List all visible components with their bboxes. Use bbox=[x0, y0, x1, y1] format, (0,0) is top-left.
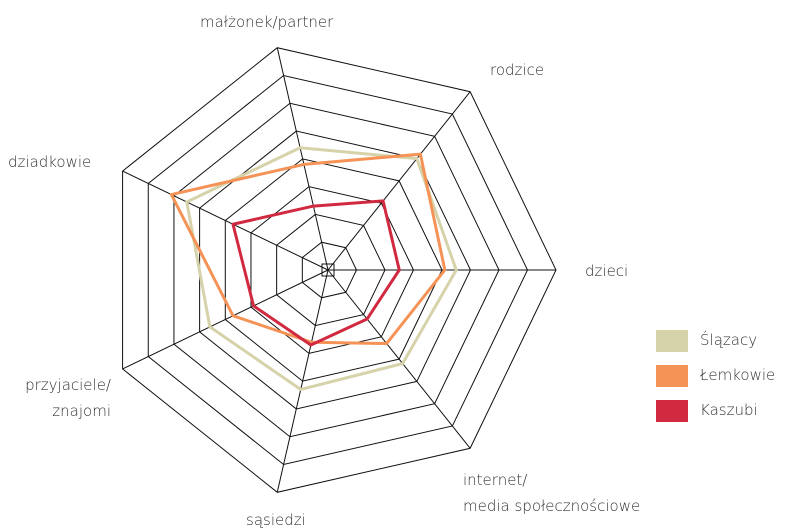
series-line bbox=[169, 152, 447, 346]
grid-ring bbox=[122, 47, 557, 493]
axis-label: dziadkowie bbox=[8, 153, 92, 171]
legend-swatch bbox=[656, 330, 688, 352]
spoke bbox=[327, 91, 471, 271]
spoke bbox=[276, 47, 329, 271]
axis-label: małżonek/partner bbox=[200, 13, 334, 31]
legend-label: Łemkowie bbox=[700, 366, 776, 384]
grid-ring bbox=[250, 186, 415, 354]
axis-label: rodzice bbox=[490, 61, 545, 79]
series-line bbox=[231, 199, 401, 347]
axis-label: sąsiedzi bbox=[246, 511, 306, 529]
axis-label: internet/ media społecznościowe bbox=[463, 471, 641, 515]
axis-label: dzieci bbox=[585, 262, 629, 280]
grid-ring bbox=[301, 241, 358, 299]
legend-label: Kaszubi bbox=[700, 401, 758, 419]
grid-ring bbox=[276, 213, 386, 327]
spoke bbox=[276, 269, 329, 493]
grid-ring bbox=[224, 158, 443, 382]
spoke bbox=[327, 269, 471, 449]
axis-label: przyjaciele/ znajomi bbox=[25, 376, 111, 420]
legend-swatch bbox=[656, 365, 688, 387]
spoke bbox=[122, 269, 329, 370]
legend-swatch bbox=[656, 400, 688, 422]
spoke bbox=[122, 170, 329, 271]
grid-ring bbox=[147, 74, 529, 466]
legend-label: Ślązacy bbox=[700, 331, 758, 349]
grid-ring bbox=[173, 102, 500, 438]
